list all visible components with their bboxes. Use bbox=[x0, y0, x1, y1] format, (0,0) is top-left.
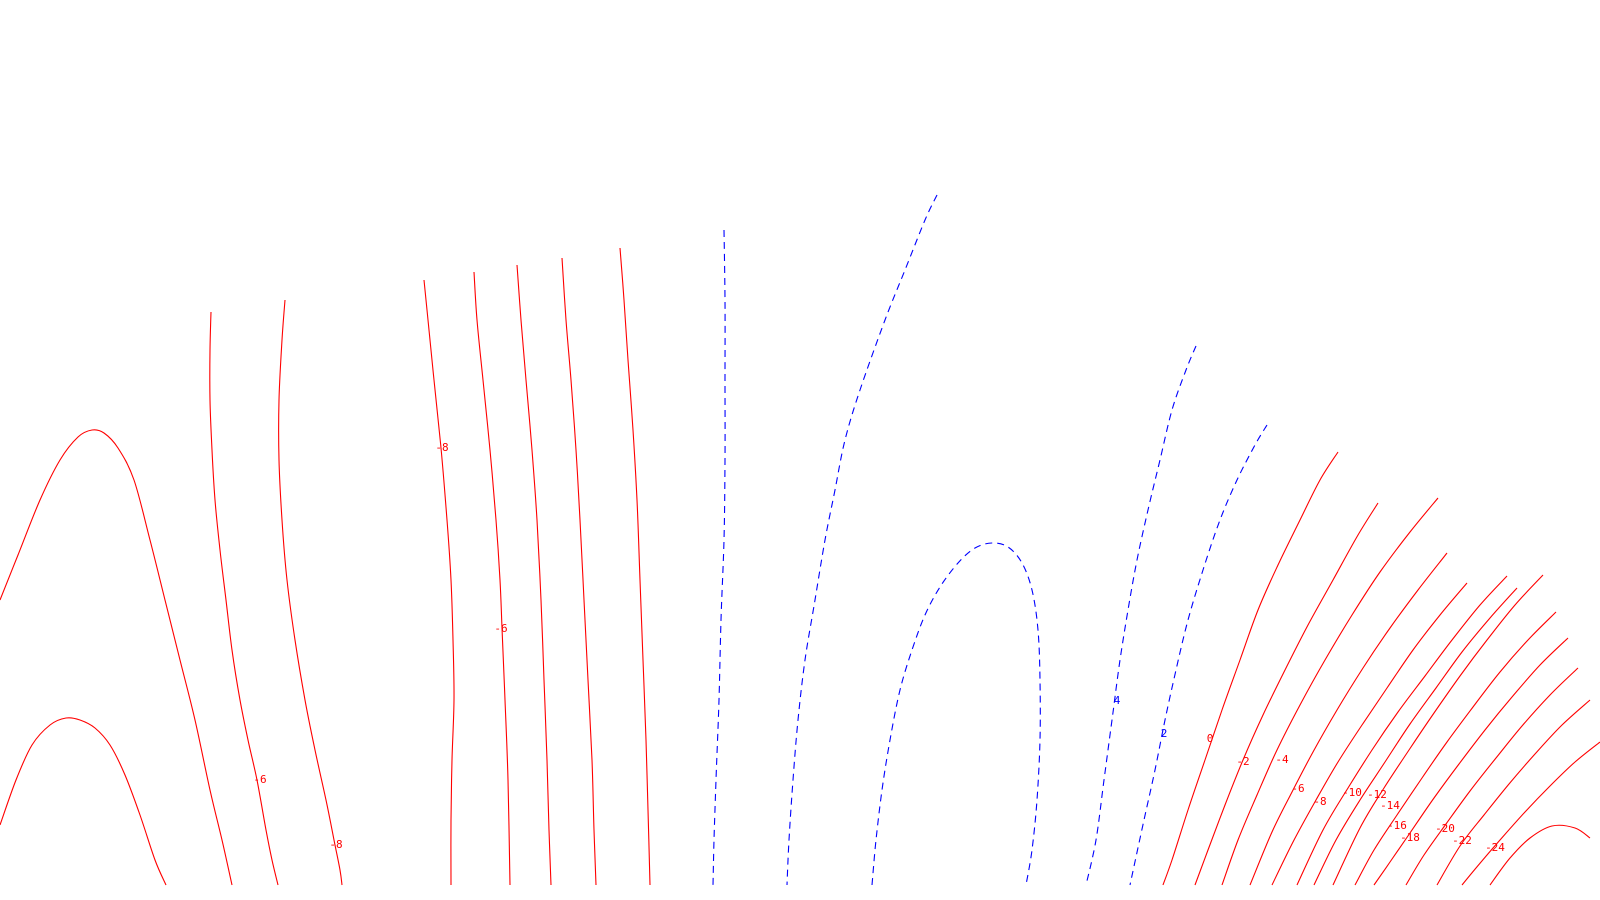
contour-label: -6 bbox=[494, 622, 507, 635]
contour-label: -8 bbox=[1313, 795, 1326, 808]
contour-line-red-v2 bbox=[278, 299, 343, 886]
contour-line-blue-loop bbox=[871, 542, 1041, 886]
contour-line-red-fan-2 bbox=[1194, 502, 1379, 886]
contour-label: -10 bbox=[1342, 786, 1362, 799]
contour-label: -6 bbox=[1291, 782, 1304, 795]
contour-label: -18 bbox=[1400, 831, 1420, 844]
contour-line-blue-v4 bbox=[1085, 345, 1197, 886]
contour-line-red-fan-13 bbox=[1461, 741, 1600, 886]
contour-line-red-v6 bbox=[561, 257, 597, 886]
contour-line-red-v4 bbox=[473, 271, 511, 886]
contour-label: 0 bbox=[1207, 732, 1214, 745]
contour-label: -14 bbox=[1380, 799, 1400, 812]
contour-label: -22 bbox=[1452, 834, 1472, 847]
contour-line-red-fan-9 bbox=[1354, 611, 1557, 886]
contour-line-red-left-outer bbox=[0, 429, 233, 886]
contour-label: -4 bbox=[1275, 753, 1289, 766]
contour-line-red-v7 bbox=[619, 247, 651, 886]
contour-label: -6 bbox=[253, 773, 266, 786]
contour-line-red-fan-8 bbox=[1332, 574, 1544, 886]
contour-line-red-fan-11 bbox=[1405, 667, 1579, 886]
contour-line-red-left-inner bbox=[0, 717, 167, 886]
contour-line-red-corner-arc bbox=[1489, 824, 1591, 886]
contour-line-red-v5 bbox=[516, 264, 552, 886]
contour-label: -16 bbox=[1387, 819, 1407, 832]
contour-line-red-v3 bbox=[423, 279, 455, 886]
contour-label: -12 bbox=[1367, 788, 1387, 801]
contour-line-red-fan-10 bbox=[1373, 637, 1569, 886]
contour-line-red-fan-5 bbox=[1271, 582, 1468, 886]
contour-label: -8 bbox=[435, 441, 448, 454]
contour-line-red-fan-12 bbox=[1436, 699, 1591, 886]
contour-label: 4 bbox=[1114, 694, 1121, 707]
contour-line-blue-v1 bbox=[712, 229, 726, 886]
contour-line-red-fan-4 bbox=[1249, 552, 1448, 886]
contour-labels: -8 -6 -6 -8 4 2 0 -2 -4 -6 -8 -10 -12-14 -16-18 -20-22… bbox=[253, 441, 1505, 854]
contour-line-red-fan-6 bbox=[1296, 575, 1508, 886]
contour-line-blue-v2 bbox=[786, 194, 938, 886]
contour-label: -24 bbox=[1485, 841, 1505, 854]
contour-label: -2 bbox=[1236, 755, 1249, 768]
contour-line-blue-v5 bbox=[1129, 424, 1268, 886]
contour-line-red-fan-3 bbox=[1221, 497, 1439, 886]
contour-label: 2 bbox=[1161, 727, 1168, 740]
contour-label: -8 bbox=[329, 838, 342, 851]
contour-label: -20 bbox=[1435, 822, 1455, 835]
contour-line-red-v1 bbox=[209, 311, 279, 886]
contour-line-red-fan-7 bbox=[1313, 587, 1518, 886]
contour-lines bbox=[0, 194, 1600, 886]
contour-line-red-fan-1 bbox=[1162, 451, 1339, 886]
